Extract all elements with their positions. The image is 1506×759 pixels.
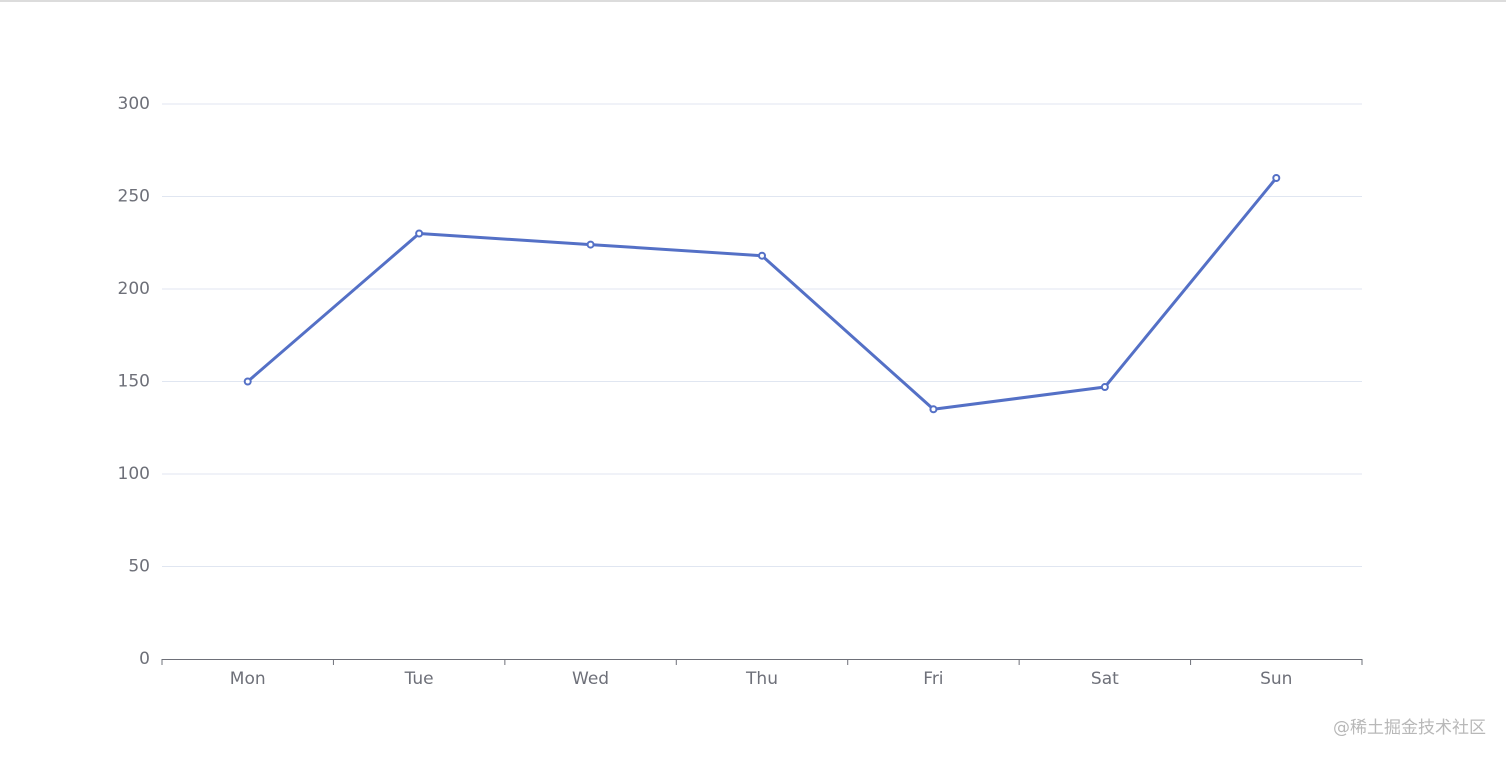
y-tick-label: 150 <box>118 372 150 392</box>
x-tick-label: Sun <box>1260 669 1292 689</box>
x-tick-label: Sat <box>1091 669 1119 689</box>
point <box>1100 383 1109 392</box>
y-tick-label: 50 <box>128 557 150 577</box>
x-tick-label: Thu <box>745 669 778 689</box>
y-tick-label: 300 <box>118 94 150 114</box>
point <box>929 405 938 414</box>
y-tick-label: 0 <box>139 649 150 669</box>
point <box>758 251 766 260</box>
y-tick-label: 250 <box>118 187 150 207</box>
watermark: @稀土掘金技术社区 <box>1333 718 1486 738</box>
y-tick-label: 100 <box>118 464 150 484</box>
x-tick-label: Wed <box>572 669 609 689</box>
x-tick-label: Tue <box>404 669 434 689</box>
y-tick-label: 200 <box>118 279 150 299</box>
x-tick-label: Fri <box>923 669 943 689</box>
point <box>243 377 252 386</box>
point <box>1272 174 1281 182</box>
line <box>246 177 1278 411</box>
point <box>586 240 595 249</box>
point <box>415 229 424 238</box>
x-tick-label: Mon <box>230 669 266 689</box>
